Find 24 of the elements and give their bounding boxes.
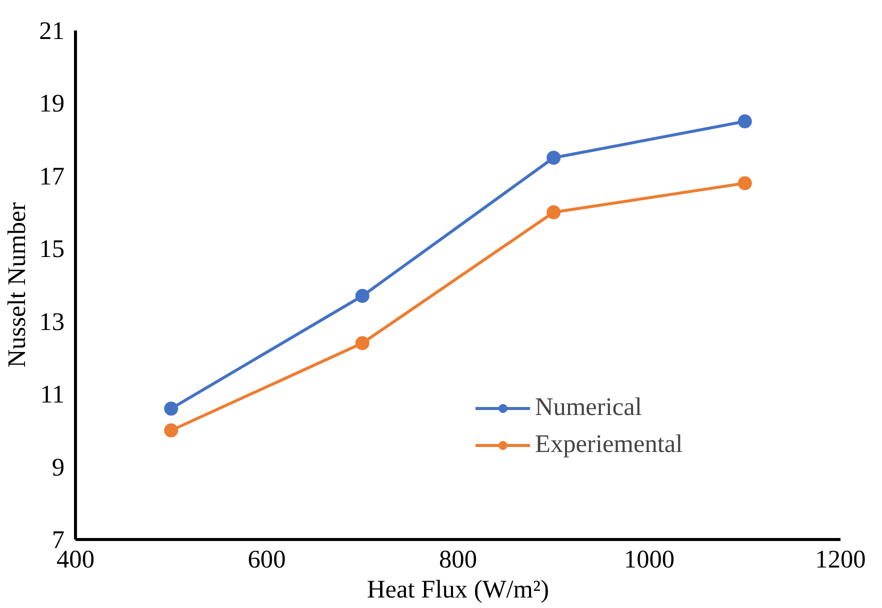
legend-label: Numerical xyxy=(535,393,642,422)
point xyxy=(738,176,752,190)
point xyxy=(546,150,561,165)
point xyxy=(355,288,370,303)
y-tick-label: 15 xyxy=(39,235,64,264)
x-tick-label: 800 xyxy=(439,546,478,574)
point xyxy=(164,402,178,416)
x-axis-title: Heat Flux (W/m²) xyxy=(366,576,550,604)
y-tick-label: 21 xyxy=(39,17,64,45)
y-axis-title: Nusselt Number xyxy=(3,202,32,368)
x-tick-label: 600 xyxy=(248,546,286,574)
y-tick-label: 11 xyxy=(40,380,64,409)
point xyxy=(355,336,370,350)
x-tick-label: 1000 xyxy=(624,546,675,574)
y-tick-label: 13 xyxy=(39,308,64,336)
x-tick-label: 1200 xyxy=(815,546,866,574)
legend-label: Experiemental xyxy=(535,430,683,459)
point xyxy=(546,205,561,220)
y-tick-label: 17 xyxy=(39,162,64,190)
point xyxy=(738,114,752,128)
y-tick-label: 19 xyxy=(39,90,64,118)
point xyxy=(164,423,178,438)
x-tick-label: 400 xyxy=(56,546,95,574)
y-tick-label: 9 xyxy=(52,453,65,482)
